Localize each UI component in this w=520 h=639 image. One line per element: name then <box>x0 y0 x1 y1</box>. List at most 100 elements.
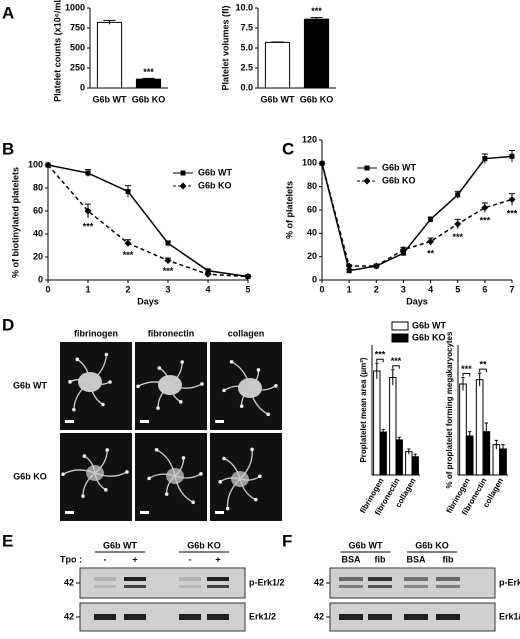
band <box>368 614 392 620</box>
panel-label: F <box>282 531 292 550</box>
x-tick-label: 2 <box>374 284 379 294</box>
y-tick-label: 20 <box>307 251 317 261</box>
legend-label: G6b KO <box>198 180 232 190</box>
marker <box>318 159 326 167</box>
proplatelet <box>94 450 108 474</box>
series-line <box>321 163 513 267</box>
band <box>94 585 116 588</box>
marker <box>204 270 212 278</box>
scale-bar <box>140 511 149 514</box>
x-tick-label: G6b WT <box>261 94 295 104</box>
error-bar <box>103 19 116 25</box>
tip <box>254 497 258 502</box>
x-tick-label: 2 <box>125 284 130 294</box>
proplatelet <box>76 358 91 383</box>
tip <box>125 470 129 474</box>
bar <box>96 21 123 89</box>
legend-label: G6b KO <box>382 175 416 185</box>
marker <box>84 207 92 215</box>
bar <box>411 456 419 476</box>
y-tick-label: 5.0 <box>240 42 253 52</box>
panel-label: B <box>2 139 14 158</box>
significance-bracket <box>462 373 471 377</box>
bar <box>373 370 381 476</box>
tip <box>222 388 226 393</box>
tip <box>164 492 169 496</box>
marker <box>455 192 461 198</box>
x-axis-label: Days <box>406 296 428 306</box>
scale-bar <box>65 420 74 423</box>
band <box>404 577 428 581</box>
tip <box>61 472 65 477</box>
marker <box>346 268 352 274</box>
significance-bracket <box>479 368 487 373</box>
y-tick-label: 40 <box>307 228 317 238</box>
error-bar <box>468 431 472 441</box>
band <box>404 614 428 620</box>
bar <box>389 377 397 476</box>
proplatelet <box>226 478 241 509</box>
tip <box>154 448 159 452</box>
tip <box>72 407 76 412</box>
tip <box>108 380 112 384</box>
annotation: *** <box>143 67 154 77</box>
annotation: *** <box>375 350 386 360</box>
proplatelet <box>89 354 108 383</box>
y-axis-label: % of proplatelet forming megakaryocytes <box>445 331 454 488</box>
y-tick-label: 250 <box>70 62 85 72</box>
tip <box>256 368 261 372</box>
band <box>436 577 460 581</box>
x-tick-label: 4 <box>205 284 210 294</box>
bar <box>303 18 330 89</box>
y-tick-label: 0 <box>80 82 85 92</box>
tip <box>258 474 262 479</box>
panel-label: D <box>2 315 14 334</box>
legend-label: G6b KO <box>412 332 446 342</box>
scale-bar <box>140 420 149 423</box>
band <box>207 614 229 620</box>
bar <box>379 431 387 476</box>
y-tick-label: 80 <box>33 182 43 192</box>
annotation: *** <box>83 221 94 231</box>
proplatelet <box>223 385 251 391</box>
annotation: *** <box>480 216 491 226</box>
y-axis-label: Platelet volumes (fl) <box>220 5 230 90</box>
annotation: *** <box>452 232 463 242</box>
proplatelet <box>231 361 251 389</box>
band-label: p-Erk1/2 <box>249 577 285 587</box>
tip <box>156 406 160 410</box>
proplatelet <box>169 383 203 389</box>
marker <box>428 216 434 222</box>
x-tick-label: 3 <box>165 284 170 294</box>
error-bar <box>478 372 482 387</box>
band <box>94 614 116 620</box>
proplatelet <box>174 475 194 503</box>
x-tick-label: 3 <box>401 284 406 294</box>
x-tick-label: G6b WT <box>93 94 127 104</box>
proplatelet <box>157 384 171 409</box>
lane-label: fib <box>443 554 454 564</box>
blot <box>79 567 246 599</box>
mw-label: 42 <box>64 577 74 587</box>
x-tick-label: 5 <box>245 284 250 294</box>
tip <box>200 382 204 386</box>
proplatelet <box>169 362 183 386</box>
x-axis-label: Days <box>137 296 159 306</box>
mw-label: 42 <box>314 577 324 587</box>
lane-label: BSA <box>341 554 361 564</box>
proplatelet <box>223 457 241 480</box>
proplatelet <box>249 387 269 415</box>
y-tick-label: 7.5 <box>240 22 253 32</box>
error-bar <box>391 369 395 386</box>
scale-bar <box>65 511 74 514</box>
error-bar <box>484 422 488 441</box>
y-tick-label: 120 <box>302 134 317 144</box>
x-tick-label: 4 <box>428 284 433 294</box>
group-label: G6b WT <box>349 540 383 550</box>
tip <box>250 447 254 452</box>
band <box>436 614 460 620</box>
group-label: G6b KO <box>187 540 221 550</box>
y-tick-label: 40 <box>33 228 43 238</box>
y-tick-label: 1000 <box>65 2 85 12</box>
band-label: p-Erk1/2 <box>499 577 520 587</box>
